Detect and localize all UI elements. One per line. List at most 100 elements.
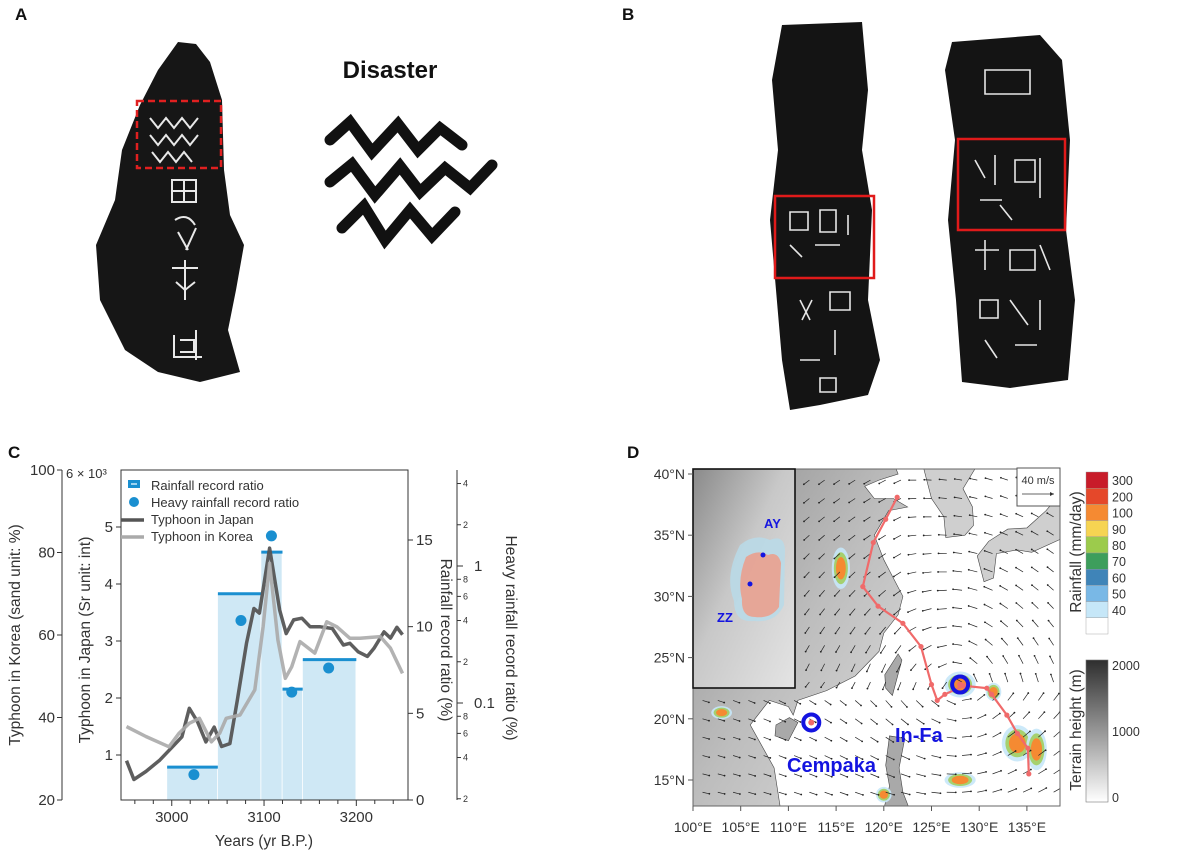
wind-arrowhead-icon bbox=[738, 774, 741, 777]
wind-arrowhead-icon bbox=[907, 535, 910, 537]
wind-arrowhead-icon bbox=[983, 693, 986, 696]
wind-arrowhead-icon bbox=[846, 776, 849, 778]
wind-arrow bbox=[946, 736, 956, 739]
heavy-minor-label: 4 bbox=[463, 753, 468, 763]
wind-arrow bbox=[893, 553, 902, 558]
highlight-box-disaster bbox=[135, 99, 223, 170]
rain-area-heavy-5 bbox=[951, 775, 969, 785]
rainfall-colorbar-level: 90 bbox=[1112, 523, 1126, 537]
wind-arrow bbox=[1053, 712, 1060, 720]
wind-arrow bbox=[977, 694, 985, 701]
wind-arrow bbox=[732, 791, 740, 795]
wind-arrowhead-icon bbox=[921, 609, 924, 612]
wind-arrow bbox=[866, 663, 871, 672]
wind-arrow bbox=[763, 700, 770, 704]
wind-arrowhead-icon bbox=[1046, 584, 1049, 586]
wind-arrowhead-icon bbox=[799, 721, 802, 723]
wind-arrow bbox=[885, 718, 893, 725]
wind-arrow bbox=[937, 608, 947, 610]
wind-arrow bbox=[878, 534, 886, 540]
wind-arrow bbox=[748, 700, 755, 704]
wind-arrowhead-icon bbox=[1004, 672, 1006, 675]
wind-arrow bbox=[961, 772, 972, 775]
wind-arrow bbox=[848, 479, 856, 485]
wind-arrowhead-icon bbox=[967, 568, 970, 571]
wind-arrow bbox=[855, 773, 863, 778]
wind-arrowhead-icon bbox=[833, 483, 835, 485]
wind-arrow bbox=[1031, 549, 1039, 554]
wind-arrowhead-icon bbox=[878, 501, 881, 503]
wind-arrow bbox=[793, 755, 802, 759]
wind-arrowhead-icon bbox=[908, 479, 911, 482]
wind-arrow bbox=[717, 773, 725, 777]
wind-arrowhead-icon bbox=[896, 670, 898, 673]
wind-arrow bbox=[809, 736, 817, 741]
wind-arrowhead-icon bbox=[985, 770, 987, 773]
wind-arrow bbox=[985, 496, 993, 499]
wind-arrow bbox=[854, 700, 862, 706]
wind-arrowhead-icon bbox=[922, 629, 924, 631]
wind-arrow bbox=[984, 532, 993, 536]
wind-arrowhead-icon bbox=[803, 576, 806, 579]
typhoon-centers bbox=[801, 674, 971, 733]
heavy-minor-label: 2 bbox=[463, 794, 468, 804]
wind-arrow bbox=[824, 700, 831, 705]
wind-arrow bbox=[748, 791, 756, 795]
lat-tick-label: 30°N bbox=[654, 588, 685, 604]
wind-arrow bbox=[992, 693, 999, 701]
rainfall-colorbar-segment-0 bbox=[1085, 471, 1109, 489]
wind-arrow bbox=[849, 571, 856, 578]
wind-arrow bbox=[961, 754, 972, 756]
wind-arrow bbox=[839, 700, 847, 706]
wind-arrowhead-icon bbox=[848, 501, 851, 504]
wind-arrowhead-icon bbox=[833, 595, 836, 597]
wind-arrow bbox=[1016, 513, 1024, 518]
wind-arrow bbox=[922, 589, 932, 593]
wind-arrowhead-icon bbox=[833, 557, 836, 560]
typhoon-label-cempaka: Cempaka bbox=[787, 755, 877, 777]
oracle-bone-rubbing-a bbox=[96, 42, 244, 382]
wind-arrow bbox=[912, 681, 917, 690]
wind-arrowhead-icon bbox=[803, 520, 805, 523]
wind-arrowhead-icon bbox=[967, 587, 970, 589]
wind-arrowhead-icon bbox=[784, 702, 786, 705]
legend: Rainfall record ratio Heavy rainfall rec… bbox=[121, 478, 299, 544]
wind-arrowhead-icon bbox=[876, 723, 878, 725]
wind-arrow bbox=[870, 736, 878, 742]
wind-arrow bbox=[954, 533, 963, 536]
wind-arrowhead-icon bbox=[893, 519, 896, 522]
wind-arrowhead-icon bbox=[1029, 730, 1031, 733]
wind-arrow bbox=[937, 645, 947, 648]
lon-tick-label: 115°E bbox=[817, 819, 854, 835]
wind-arrow bbox=[885, 773, 895, 778]
wind-arrowhead-icon bbox=[804, 650, 807, 653]
wind-arrow bbox=[835, 626, 841, 634]
wind-arrow bbox=[953, 625, 963, 628]
wind-arrow bbox=[1050, 674, 1054, 683]
wind-arrow bbox=[1038, 730, 1046, 738]
wind-arrow bbox=[702, 773, 710, 776]
wind-arrow bbox=[894, 479, 902, 484]
wind-arrow bbox=[969, 551, 978, 554]
wind-arrowhead-icon bbox=[999, 531, 1002, 534]
wind-arrow bbox=[923, 645, 932, 650]
wind-arrowhead-icon bbox=[967, 622, 970, 625]
typhoon-eye-ring-0 bbox=[950, 674, 971, 695]
wind-arrow bbox=[824, 718, 832, 723]
wind-arrowhead-icon bbox=[988, 673, 991, 675]
lon-tick-label: 130°E bbox=[960, 819, 998, 835]
wind-arrowhead-icon bbox=[939, 756, 942, 759]
wind-arrow bbox=[793, 736, 801, 741]
wind-arrowhead-icon bbox=[970, 735, 972, 738]
wind-arrowhead-icon bbox=[833, 576, 836, 579]
wind-arrow bbox=[819, 590, 825, 597]
wind-arrow bbox=[1000, 531, 1008, 536]
typhoon-track bbox=[860, 494, 1032, 777]
wind-arrowhead-icon bbox=[1015, 602, 1018, 604]
wind-arrow bbox=[900, 736, 909, 743]
wind-arrowhead-icon bbox=[1015, 619, 1018, 622]
wind-arrow bbox=[915, 700, 923, 707]
wind-arrow bbox=[893, 516, 902, 521]
heavy-minor-label: 8 bbox=[463, 711, 468, 721]
wind-arrowhead-icon bbox=[834, 632, 837, 635]
